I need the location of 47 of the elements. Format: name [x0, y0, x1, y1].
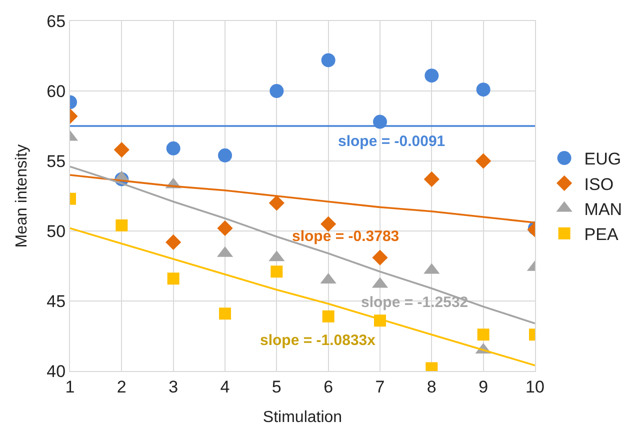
point [166, 141, 180, 156]
y-axis-title: Mean intensity [14, 144, 31, 248]
legend-label: EUG [584, 150, 622, 169]
point [167, 272, 180, 285]
legend-label: MAN [584, 200, 622, 219]
x-tick-label: 9 [478, 377, 488, 396]
annotation: slope = -1.0833x [260, 332, 376, 349]
y-tick-label: 55 [46, 152, 66, 171]
y-tick-label: 65 [46, 12, 66, 31]
point [477, 328, 490, 341]
legend-label: ISO [584, 174, 614, 194]
point [320, 216, 336, 232]
point [270, 84, 284, 98]
x-tick-label: 3 [168, 377, 178, 396]
point [322, 310, 334, 322]
point [166, 234, 182, 250]
x-tick-label: 2 [116, 377, 126, 396]
point [217, 220, 233, 236]
y-tick-label: 50 [46, 222, 66, 241]
point [476, 82, 490, 97]
point [372, 250, 388, 266]
x-tick-label: 1 [65, 377, 75, 396]
point [476, 153, 492, 169]
point [270, 266, 283, 278]
point [268, 195, 284, 211]
y-tick-label: 40 [46, 362, 66, 381]
x-tick-label: 5 [272, 377, 282, 396]
y-tick-label: 45 [46, 292, 66, 311]
point [321, 53, 336, 68]
point [218, 148, 232, 162]
x-axis-title: Stimulation [262, 409, 342, 426]
x-tick-label: 4 [220, 377, 230, 396]
x-tick-label: 10 [526, 377, 544, 396]
point [114, 142, 130, 158]
point [116, 219, 128, 232]
x-tick-label: 6 [324, 377, 334, 396]
annotation: slope = -0.3783 [292, 228, 400, 245]
legend-label: PEA [584, 224, 619, 244]
line-series [70, 227, 535, 366]
point [424, 68, 439, 83]
x-tick-label: 8 [426, 377, 436, 396]
point [424, 171, 440, 187]
x-tick-label: 7 [375, 377, 385, 396]
annotation: slope = -0.0091 [338, 133, 446, 150]
y-tick-label: 60 [46, 82, 66, 101]
line-series [70, 166, 535, 324]
point [219, 308, 231, 320]
